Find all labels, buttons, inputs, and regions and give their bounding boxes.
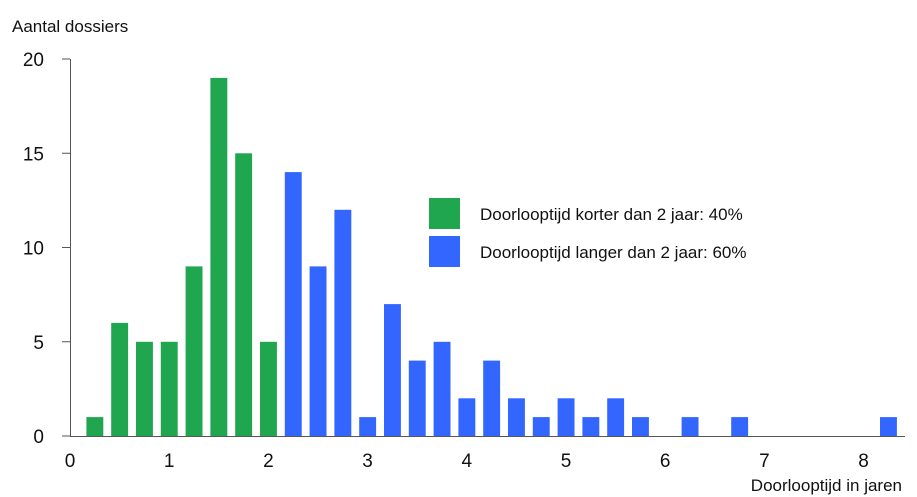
bar-series1-6 <box>235 153 253 437</box>
bar-series2-15 <box>681 417 699 436</box>
bar-series2-8 <box>483 360 501 436</box>
bar-series2-1 <box>309 266 327 436</box>
bar-series2-2 <box>334 209 352 436</box>
x-tick-label: 7 <box>759 451 770 472</box>
bar-series1-0 <box>86 417 104 436</box>
y-ticks-group: 0 5 10 15 20 <box>23 50 70 448</box>
bar-series2-10 <box>532 417 550 436</box>
bar-series2-4 <box>384 304 401 436</box>
bars-group <box>86 77 897 437</box>
x-tick-label: 6 <box>660 451 671 472</box>
x-tick-label: 1 <box>164 451 175 472</box>
legend-swatch-2 <box>429 236 460 267</box>
bar-series1-1 <box>111 322 129 436</box>
bar-series1-5 <box>210 77 228 437</box>
x-tick-label: 3 <box>362 451 373 472</box>
x-tick-label: 2 <box>263 451 274 472</box>
bar-series2-6 <box>433 341 451 437</box>
legend-label-2: Doorlooptijd langer dan 2 jaar: 60% <box>480 243 747 262</box>
bar-series1-4 <box>185 266 203 436</box>
bar-series2-12 <box>582 417 600 436</box>
y-axis-label: Aantal dossiers <box>12 17 128 36</box>
y-tick-label: 0 <box>33 427 44 448</box>
y-tick-label: 15 <box>23 144 44 165</box>
x-tick-label: 8 <box>858 451 869 472</box>
bar-series1-7 <box>260 341 277 437</box>
bar-series2-7 <box>458 398 476 436</box>
x-axis-label: Doorlooptijd in jaren <box>751 476 902 495</box>
y-tick-label: 5 <box>33 333 44 354</box>
x-tick-label: 5 <box>561 451 572 472</box>
legend-label-1: Doorlooptijd korter dan 2 jaar: 40% <box>480 205 743 224</box>
x-ticks-group: 0 1 2 3 4 5 6 7 8 <box>65 451 869 472</box>
bar-series2-13 <box>607 398 625 436</box>
bar-series1-3 <box>160 341 178 437</box>
bar-series2-17 <box>880 417 897 436</box>
x-tick-label: 4 <box>462 451 473 472</box>
bar-series2-14 <box>632 417 649 436</box>
bar-series2-5 <box>408 360 426 436</box>
legend-swatch-1 <box>429 198 460 229</box>
bar-series2-3 <box>359 417 377 436</box>
bar-series2-16 <box>731 417 749 436</box>
bar-series2-11 <box>557 398 575 436</box>
y-tick-label: 20 <box>23 50 44 71</box>
bar-series2-0 <box>284 172 302 436</box>
legend: Doorlooptijd korter dan 2 jaar: 40% Doorl… <box>429 198 747 267</box>
y-tick-label: 10 <box>23 239 44 260</box>
x-tick-label: 0 <box>65 451 76 472</box>
bar-series1-2 <box>136 341 153 437</box>
bar-series2-9 <box>508 398 525 436</box>
